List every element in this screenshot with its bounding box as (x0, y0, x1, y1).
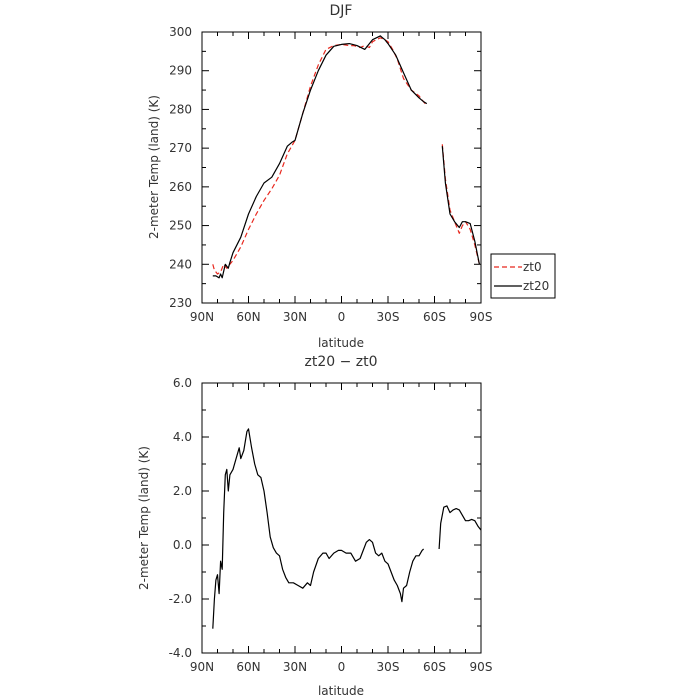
x-tick-label: 0 (338, 660, 346, 674)
chart-top: DJF 90N 60N 30N 0 30S 60S 90S 2302402502602702… (147, 3, 492, 350)
y-tick-label: 260 (169, 180, 192, 194)
y-tick-label: -2.0 (169, 592, 192, 606)
y-axis-label: 2-meter Temp (land) (K) (147, 95, 161, 239)
series-line-zt0 (441, 144, 480, 265)
chart-bottom: zt20 − zt0 90N 60N 30N 0 30S 60S 90S -4.0 -2.0 0… (137, 354, 492, 698)
series-layer (212, 35, 480, 279)
y-tick-label: 240 (169, 257, 192, 271)
y-ticks: -4.0 -2.0 0.0 2.0 4.0 6.0 (169, 376, 481, 660)
x-tick-label: 60N (236, 660, 260, 674)
y-ticks: 230 240 250 260 270 280 290 300 (169, 25, 481, 310)
x-tick-label: 90N (190, 310, 214, 324)
x-tick-label: 0 (338, 310, 346, 324)
chart-title: zt20 − zt0 (304, 354, 377, 370)
legend-label-zt20: zt20 (523, 279, 549, 293)
y-tick-label: -4.0 (169, 646, 192, 660)
legend-label-zt0: zt0 (523, 260, 542, 274)
x-tick-label: 60S (423, 660, 446, 674)
x-axis-label: latitude (318, 684, 364, 698)
y-tick-label: 230 (169, 296, 192, 310)
y-tick-label: 270 (169, 141, 192, 155)
x-tick-label: 60N (236, 310, 260, 324)
y-tick-label: 300 (169, 25, 192, 39)
legend: zt0 zt20 (490, 253, 556, 299)
y-tick-label: 280 (169, 102, 192, 116)
x-tick-label: 30N (283, 660, 307, 674)
x-tick-label: 30N (283, 310, 307, 324)
series-line-series-0 (212, 428, 425, 629)
series-line-zt20 (212, 35, 428, 279)
y-tick-label: 2.0 (173, 484, 192, 498)
x-tick-label: 60S (423, 310, 446, 324)
x-tick-label: 90N (190, 660, 214, 674)
y-tick-label: 0.0 (173, 538, 192, 552)
plot-frame (201, 31, 482, 304)
x-tick-label: 30S (377, 660, 400, 674)
y-tick-label: 250 (169, 219, 192, 233)
x-ticks: 90N 60N 30N 0 30S 60S 90S (190, 32, 493, 324)
y-axis-label: 2-meter Temp (land) (K) (137, 446, 151, 590)
plot-frame (201, 382, 482, 654)
y-tick-label: 4.0 (173, 430, 192, 444)
series-line-series-0 (438, 505, 482, 550)
series-layer (212, 428, 482, 629)
series-line-zt20 (441, 146, 480, 265)
x-axis-label: latitude (318, 336, 364, 350)
legend-box (490, 253, 556, 299)
y-tick-label: 290 (169, 64, 192, 78)
x-tick-label: 30S (377, 310, 400, 324)
x-ticks: 90N 60N 30N 0 30S 60S 90S (190, 383, 493, 674)
series-line-zt0 (212, 37, 428, 275)
x-tick-label: 90S (470, 660, 493, 674)
chart-title: DJF (330, 3, 353, 19)
x-tick-label: 90S (470, 310, 493, 324)
y-tick-label: 6.0 (173, 376, 192, 390)
